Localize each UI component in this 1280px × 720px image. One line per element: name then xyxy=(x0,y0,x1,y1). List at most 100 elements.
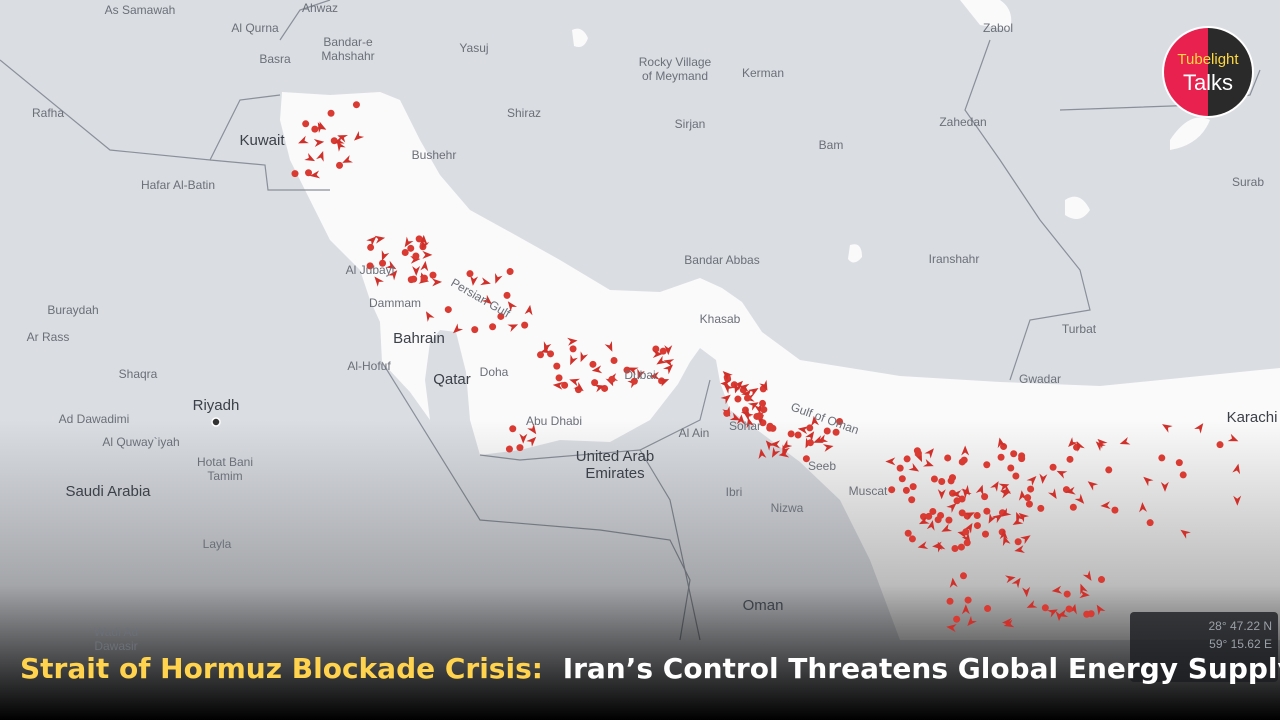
ship xyxy=(1233,495,1242,506)
ship xyxy=(608,375,616,383)
ship xyxy=(561,381,569,389)
ship xyxy=(589,360,597,368)
ship xyxy=(567,337,578,346)
ship xyxy=(1049,463,1057,471)
place-label: Emirates xyxy=(585,465,644,482)
place-label: Mahshahr xyxy=(321,49,374,63)
ship xyxy=(733,380,744,391)
ship xyxy=(1010,450,1018,458)
ship xyxy=(759,379,768,391)
ship xyxy=(336,141,346,152)
ship xyxy=(1179,471,1187,479)
ship xyxy=(1020,535,1031,545)
place-label: Yasuj xyxy=(459,41,488,55)
ship xyxy=(309,170,321,179)
ship xyxy=(964,522,973,534)
place-label: Surab xyxy=(1232,175,1264,189)
ship xyxy=(569,378,580,387)
ship xyxy=(374,276,384,287)
ship xyxy=(973,522,981,530)
place-label: Al Qurna xyxy=(231,21,279,35)
ship xyxy=(782,444,790,456)
ship xyxy=(823,427,831,435)
ship xyxy=(1000,443,1008,451)
ship xyxy=(930,475,938,483)
ship xyxy=(1041,604,1049,612)
ship xyxy=(778,449,790,458)
ship xyxy=(766,424,774,432)
ship xyxy=(973,512,981,520)
ship xyxy=(1051,585,1063,594)
ship xyxy=(1105,466,1113,474)
ship xyxy=(422,250,433,259)
ship xyxy=(832,428,840,436)
ship xyxy=(1004,575,1016,584)
ship xyxy=(937,489,946,500)
place-label: Hafar Al-Batin xyxy=(141,178,215,192)
ship xyxy=(999,529,1008,540)
ship xyxy=(336,161,344,169)
place-label: Nizwa xyxy=(771,501,804,515)
ship xyxy=(1146,519,1154,527)
ship xyxy=(806,439,814,447)
ship xyxy=(960,456,968,464)
ship xyxy=(429,271,437,279)
ship xyxy=(924,448,934,459)
ship xyxy=(909,483,917,491)
ship xyxy=(526,436,537,447)
ship xyxy=(998,483,1010,492)
ship xyxy=(769,440,781,449)
ship xyxy=(949,474,957,482)
ship xyxy=(1227,433,1239,442)
ship xyxy=(1216,441,1224,449)
ship xyxy=(822,444,834,452)
ship xyxy=(946,597,954,605)
place-label: Riyadh xyxy=(193,397,240,414)
ship xyxy=(1079,590,1090,599)
ship xyxy=(536,351,544,359)
ship xyxy=(743,394,751,402)
ship xyxy=(1143,476,1154,487)
ship xyxy=(999,490,1011,499)
ship xyxy=(1096,604,1106,616)
ship xyxy=(754,403,762,414)
ship xyxy=(914,449,922,457)
place-label: of Meymand xyxy=(642,69,708,83)
ship xyxy=(992,514,1003,524)
ship xyxy=(756,412,764,420)
ship xyxy=(471,326,479,334)
place-label: Abu Dhabi xyxy=(526,414,582,428)
place-label: Doha xyxy=(480,365,509,379)
ship xyxy=(1180,529,1191,539)
ship xyxy=(313,139,325,147)
ship xyxy=(902,486,910,494)
ship xyxy=(1119,436,1131,445)
ship xyxy=(420,274,428,282)
place-label: Oman xyxy=(743,597,784,614)
ship xyxy=(903,455,911,463)
ship xyxy=(922,458,934,467)
ship xyxy=(570,354,578,366)
place-label: Ar Rass xyxy=(27,330,70,344)
ship xyxy=(739,383,750,392)
ship xyxy=(1158,454,1166,462)
ship xyxy=(1016,511,1024,523)
ship xyxy=(1069,603,1077,615)
ship xyxy=(658,379,670,387)
ship xyxy=(1194,423,1204,434)
ship xyxy=(984,605,992,613)
ship xyxy=(723,384,734,394)
ship xyxy=(387,270,398,281)
ship xyxy=(1160,481,1169,492)
ship xyxy=(1098,576,1106,584)
ship xyxy=(951,544,959,552)
ship xyxy=(580,351,589,363)
coord-box xyxy=(1130,612,1278,682)
ship xyxy=(425,311,435,322)
ship xyxy=(385,260,397,270)
ship xyxy=(659,347,667,355)
logo: Tubelight Talks xyxy=(1162,26,1254,118)
ship xyxy=(765,440,776,451)
ship xyxy=(962,528,970,536)
ship xyxy=(1111,506,1119,514)
